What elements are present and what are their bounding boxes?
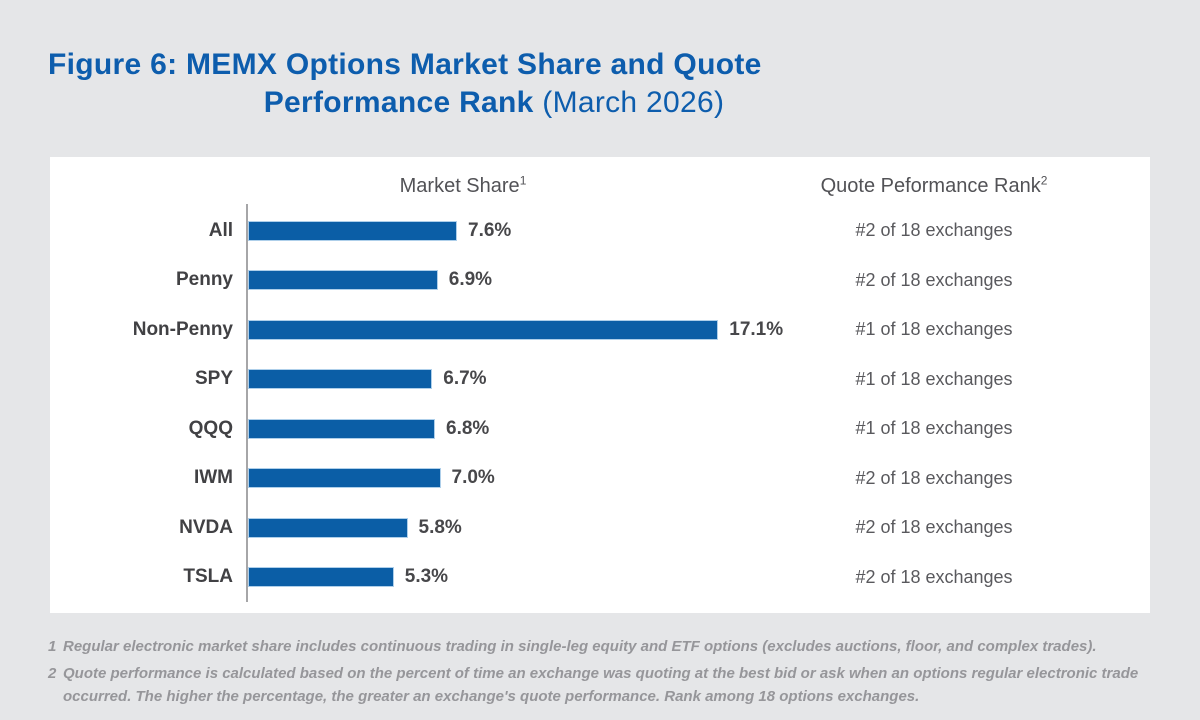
- value-label: 7.0%: [451, 467, 495, 489]
- market-share-bar: [248, 220, 457, 241]
- category-label: Non-Penny: [132, 318, 233, 340]
- market-share-bar: [248, 517, 408, 538]
- value-label: 5.3%: [404, 566, 449, 588]
- value-label: 17.1%: [729, 318, 784, 340]
- value-label: 6.7%: [443, 368, 487, 390]
- quote-rank-header: Quote Peformance Rank2: [710, 173, 1158, 198]
- chart-row: QQQ 6.8% #1 of 18 exchanges: [50, 404, 1150, 454]
- market-share-header-text: Market Share: [399, 175, 520, 197]
- footnote-2-number: 2: [48, 665, 57, 682]
- quote-rank-header-text: Quote Peformance Rank: [820, 175, 1041, 197]
- category-label: QQQ: [188, 417, 233, 439]
- market-share-header: Market Share1: [246, 173, 680, 198]
- market-share-bar: [248, 418, 435, 439]
- rank-label: #2 of 18 exchanges: [855, 517, 1013, 538]
- market-share-bar: [248, 270, 438, 291]
- rank-label: #1 of 18 exchanges: [855, 368, 1013, 389]
- figure-title: Figure 6: MEMX Options Market Share and …: [48, 46, 940, 122]
- y-axis-line: [246, 204, 248, 602]
- chart-panel: Market Share1 Quote Peformance Rank2 All…: [50, 157, 1150, 613]
- chart-row: Non-Penny 17.1% #1 of 18 exchanges: [50, 305, 1150, 355]
- rank-label: #2 of 18 exchanges: [855, 269, 1013, 290]
- footnotes: 1 Regular electronic market share includ…: [48, 635, 1158, 712]
- category-label: SPY: [194, 368, 233, 390]
- chart-rows: All 7.6% #2 of 18 exchanges Penny 6.9% #2 of …: [50, 206, 1150, 602]
- category-label: NVDA: [179, 516, 233, 538]
- footnote-2: 2 Quote performance is calculated based …: [48, 662, 1158, 708]
- figure-title-line2: Performance Rank (March 2026): [48, 84, 940, 122]
- rank-label: #2 of 18 exchanges: [855, 220, 1013, 241]
- chart-row: IWM 7.0% #2 of 18 exchanges: [50, 454, 1150, 504]
- chart-row: All 7.6% #2 of 18 exchanges: [50, 206, 1150, 256]
- rank-label: #1 of 18 exchanges: [855, 319, 1013, 340]
- rank-label: #1 of 18 exchanges: [855, 418, 1013, 439]
- figure-title-period: (March 2026): [533, 86, 725, 119]
- market-share-bar: [248, 468, 441, 489]
- footnote-ref-1: 1: [519, 173, 527, 188]
- figure-title-line2-bold: Performance Rank: [263, 86, 534, 119]
- value-label: 7.6%: [468, 219, 512, 241]
- chart-row: Penny 6.9% #2 of 18 exchanges: [50, 256, 1150, 306]
- value-label: 6.8%: [446, 417, 490, 439]
- category-label: Penny: [175, 269, 233, 291]
- rank-label: #2 of 18 exchanges: [855, 467, 1013, 488]
- rank-label: #2 of 18 exchanges: [855, 566, 1013, 587]
- footnote-1: 1 Regular electronic market share includ…: [48, 635, 1158, 658]
- category-label: TSLA: [183, 566, 233, 588]
- figure-title-line1: Figure 6: MEMX Options Market Share and …: [48, 48, 762, 81]
- category-label: All: [208, 219, 233, 241]
- footnote-2-text: Quote performance is calculated based on…: [63, 665, 1139, 705]
- market-share-bar: [248, 319, 719, 340]
- value-label: 5.8%: [418, 516, 462, 538]
- chart-row: TSLA 5.3% #2 of 18 exchanges: [50, 553, 1150, 603]
- chart-row: NVDA 5.8% #2 of 18 exchanges: [50, 503, 1150, 553]
- footnote-ref-2: 2: [1040, 173, 1048, 188]
- footnote-1-text: Regular electronic market share includes…: [63, 638, 1097, 655]
- market-share-bar: [248, 567, 394, 588]
- market-share-bar: [248, 369, 433, 390]
- footnote-1-number: 1: [48, 638, 57, 655]
- chart-row: SPY 6.7% #1 of 18 exchanges: [50, 355, 1150, 405]
- category-label: IWM: [193, 467, 233, 489]
- value-label: 6.9%: [448, 269, 493, 291]
